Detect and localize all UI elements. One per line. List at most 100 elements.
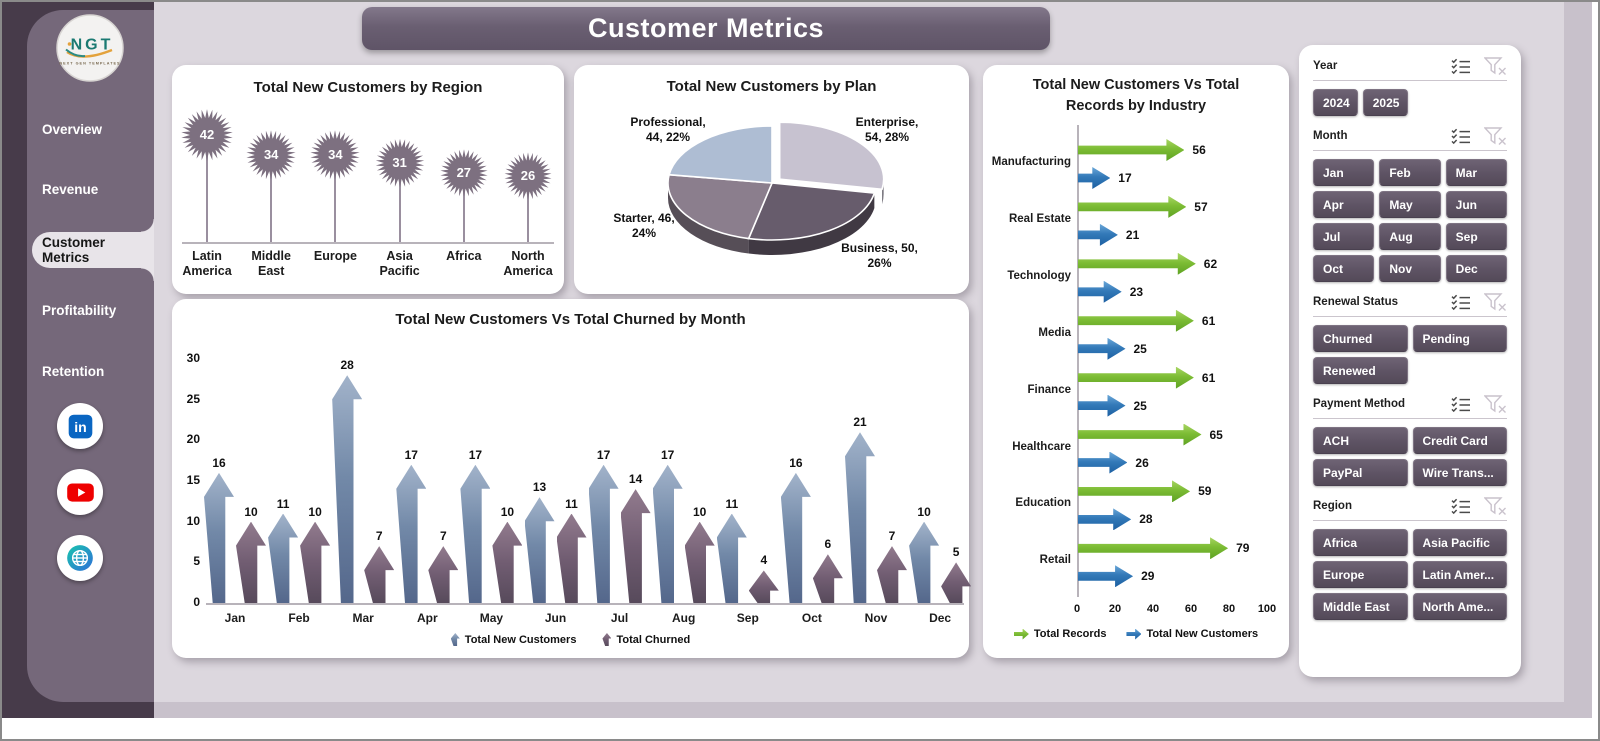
pie-slice-business[interactable] — [747, 182, 876, 241]
sidebar-item-revenue[interactable]: Revenue — [42, 182, 99, 197]
multi-select-icon[interactable] — [1451, 396, 1471, 413]
region-flower-latin-america[interactable]: 42 — [178, 106, 236, 164]
filter-option-region-africa[interactable]: Africa — [1313, 529, 1408, 556]
region-flower-africa[interactable]: 27 — [435, 144, 493, 202]
month-bar-total-new-customers-mar[interactable] — [332, 375, 363, 603]
filter-option-month-jun[interactable]: Jun — [1445, 191, 1507, 218]
pie-slice-side-business — [748, 193, 875, 255]
filter-option-renewal-status-renewed[interactable]: Renewed — [1313, 357, 1408, 384]
industry-bar-total-records-media[interactable] — [1078, 309, 1194, 332]
multi-select-icon[interactable] — [1451, 58, 1471, 75]
month-bar-total-new-customers-jun[interactable] — [524, 497, 555, 603]
filter-option-payment-method-paypal[interactable]: PayPal — [1313, 459, 1408, 486]
industry-bar-total-new-customers-manufacturing[interactable] — [1078, 167, 1111, 189]
sidebar-item-overview[interactable]: Overview — [42, 121, 103, 137]
filter-option-month-dec[interactable]: Dec — [1445, 255, 1507, 282]
clear-filter-icon[interactable] — [1484, 395, 1507, 413]
filter-option-month-nov[interactable]: Nov — [1379, 255, 1441, 282]
multi-select-icon[interactable] — [1451, 498, 1471, 515]
month-bar-total-new-customers-nov[interactable] — [845, 432, 875, 603]
month-bar-value: 5 — [952, 545, 960, 560]
sidebar-item-retention[interactable]: Retention — [42, 363, 105, 379]
filter-option-renewal-status-churned[interactable]: Churned — [1313, 325, 1408, 352]
filter-option-month-jul[interactable]: Jul — [1313, 223, 1375, 250]
filter-option-month-jan[interactable]: Jan — [1313, 159, 1375, 186]
industry-bar-total-records-technology[interactable] — [1078, 252, 1196, 275]
filter-option-month-feb[interactable]: Feb — [1379, 159, 1441, 186]
industry-bar-total-records-real-estate[interactable] — [1078, 195, 1187, 218]
industry-bar-total-new-customers-finance[interactable] — [1078, 394, 1126, 417]
pie-slice-starter[interactable] — [667, 173, 774, 240]
sidebar-item-customer-metrics[interactable]: Customer Metrics — [32, 232, 154, 268]
industry-bar-total-new-customers-media[interactable] — [1078, 337, 1126, 360]
filter-option-month-aug[interactable]: Aug — [1379, 223, 1441, 250]
filter-option-month-sep[interactable]: Sep — [1445, 223, 1507, 250]
logo-text: NGT — [71, 37, 114, 54]
month-bar-total-new-customers-jul[interactable] — [588, 464, 619, 603]
industry-bar-total-records-retail[interactable] — [1078, 537, 1229, 560]
month-bar-total-new-customers-sep[interactable] — [716, 513, 747, 603]
filter-option-payment-method-wire-trans[interactable]: Wire Trans... — [1412, 459, 1507, 486]
month-bar-total-churned-oct[interactable] — [812, 554, 843, 603]
filter-option-region-europe[interactable]: Europe — [1313, 561, 1408, 588]
region-flower-middle-east[interactable]: 34 — [242, 126, 300, 184]
website-globe-icon[interactable] — [57, 535, 103, 581]
month-bar-total-churned-dec[interactable] — [941, 562, 972, 603]
month-bar-total-churned-feb[interactable] — [300, 521, 331, 603]
filter-option-region-asia-pacific[interactable]: Asia Pacific — [1412, 529, 1507, 556]
multi-select-icon[interactable] — [1451, 294, 1471, 311]
month-bar-total-new-customers-feb[interactable] — [268, 513, 299, 603]
industry-bar-total-new-customers-healthcare[interactable] — [1078, 451, 1128, 474]
filter-option-region-latin-amer[interactable]: Latin Amer... — [1412, 561, 1507, 588]
month-bar-total-churned-nov[interactable] — [877, 546, 907, 603]
month-bar-total-churned-mar[interactable] — [364, 546, 395, 603]
month-bar-total-new-customers-dec[interactable] — [909, 521, 940, 603]
industry-bar-total-records-healthcare[interactable] — [1078, 423, 1202, 446]
month-bar-total-new-customers-oct[interactable] — [780, 472, 811, 603]
month-bar-total-churned-jan[interactable] — [236, 521, 266, 603]
filter-option-payment-method-credit-card[interactable]: Credit Card — [1412, 427, 1507, 454]
clear-filter-icon[interactable] — [1484, 293, 1507, 311]
clear-filter-icon[interactable] — [1484, 57, 1507, 75]
region-flower-north-america[interactable]: 26 — [499, 147, 557, 205]
month-bar-total-churned-sep[interactable] — [748, 570, 779, 603]
linkedin-icon[interactable]: in — [57, 403, 103, 449]
filter-option-month-mar[interactable]: Mar — [1445, 159, 1507, 186]
filter-option-month-may[interactable]: May — [1379, 191, 1441, 218]
industry-bar-value: 62 — [1203, 256, 1218, 271]
region-flower-europe[interactable]: 34 — [306, 126, 364, 184]
pie-slice-professional[interactable] — [668, 125, 773, 184]
month-bar-total-new-customers-aug[interactable] — [652, 464, 683, 603]
month-bar-total-churned-apr[interactable] — [428, 546, 459, 603]
filter-option-region-middle-east[interactable]: Middle East — [1313, 593, 1408, 620]
filter-option-year-2025[interactable]: 2025 — [1362, 89, 1408, 116]
filter-option-renewal-status-pending[interactable]: Pending — [1412, 325, 1507, 352]
month-bar-total-new-customers-apr[interactable] — [396, 464, 427, 603]
industry-bar-total-new-customers-retail[interactable] — [1078, 565, 1134, 588]
industry-bar-total-new-customers-technology[interactable] — [1078, 280, 1122, 303]
filter-option-year-2024[interactable]: 2024 — [1313, 89, 1358, 116]
multi-select-icon[interactable] — [1451, 128, 1471, 145]
industry-bar-total-records-finance[interactable] — [1078, 366, 1194, 389]
industry-bar-total-records-education[interactable] — [1078, 480, 1191, 503]
region-flower-asia-pacific[interactable]: 31 — [371, 134, 429, 192]
industry-bar-total-new-customers-real-estate[interactable] — [1078, 223, 1118, 246]
filter-option-month-oct[interactable]: Oct — [1313, 255, 1375, 282]
filter-option-month-apr[interactable]: Apr — [1313, 191, 1375, 218]
clear-filter-icon[interactable] — [1484, 497, 1507, 515]
month-bar-total-churned-aug[interactable] — [684, 521, 715, 603]
clear-filter-icon[interactable] — [1484, 127, 1507, 145]
month-bar-total-churned-may[interactable] — [492, 521, 523, 603]
industry-bar-total-new-customers-education[interactable] — [1078, 508, 1132, 531]
filter-option-region-north-ame[interactable]: North Ame... — [1412, 593, 1507, 620]
month-bar-total-churned-jul[interactable] — [620, 489, 651, 603]
month-bar-total-new-customers-may[interactable] — [460, 464, 491, 603]
filter-option-payment-method-ach[interactable]: ACH — [1313, 427, 1408, 454]
month-bar-total-churned-jun[interactable] — [556, 513, 587, 603]
sidebar-item-profitability[interactable]: Profitability — [42, 303, 117, 318]
industry-chart-title: Total New Customers Vs Total Records by … — [1032, 77, 1240, 114]
pie-slice-enterprise[interactable] — [778, 121, 885, 191]
month-bar-total-new-customers-jan[interactable] — [204, 472, 234, 603]
youtube-icon[interactable] — [57, 469, 103, 515]
industry-bar-total-records-manufacturing[interactable] — [1078, 139, 1185, 161]
